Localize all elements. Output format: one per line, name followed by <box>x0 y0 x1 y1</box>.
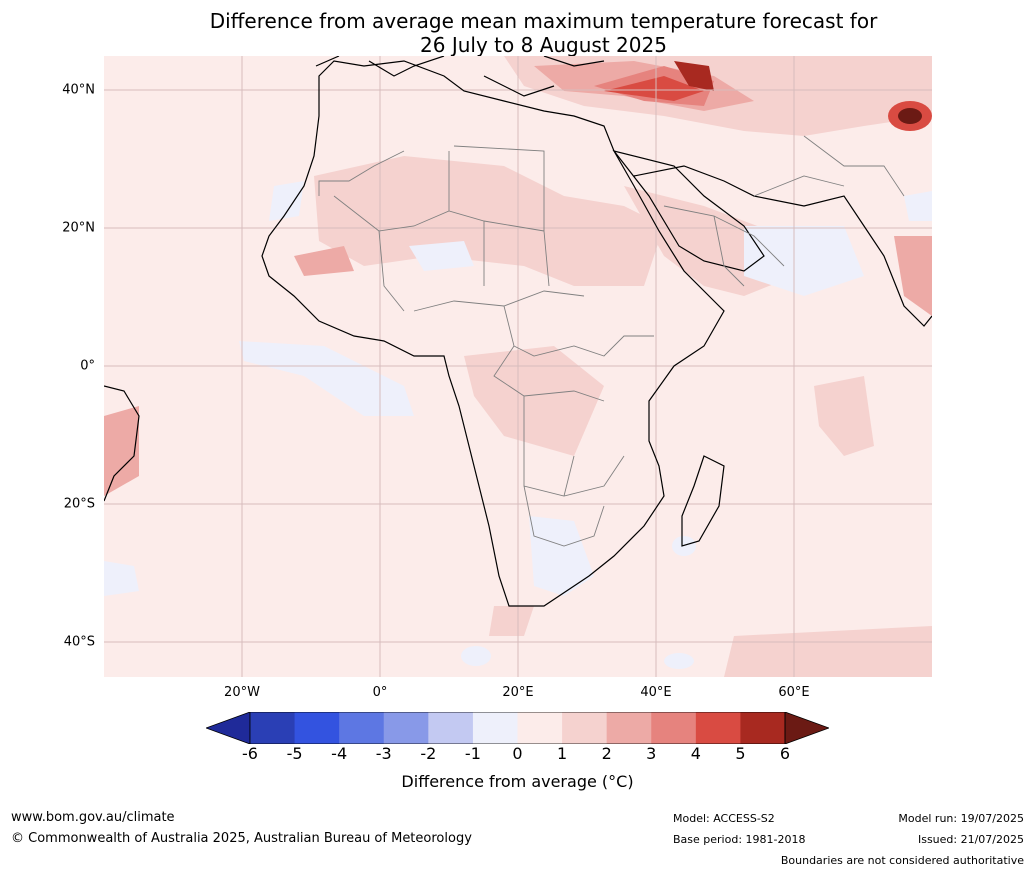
south-africa-cool-region <box>529 516 594 596</box>
footer-url: www.bom.gov.au/climate <box>11 810 175 825</box>
footer-base-period: Base period: 1981-2018 <box>673 833 806 846</box>
sahel-warm-region <box>294 246 354 276</box>
east-africa-warm-region <box>464 346 604 456</box>
europe-coastline <box>315 56 605 97</box>
colorbar-tick-label: 6 <box>779 744 791 763</box>
colorbar-svg <box>204 711 831 745</box>
india-warm-region <box>894 236 932 316</box>
colorbar-segment <box>383 712 429 744</box>
cool-shading <box>104 181 932 669</box>
colorbar-tick-label: -2 <box>420 744 437 763</box>
africa-coastline <box>261 60 725 607</box>
footer-model-run: Model run: 19/07/2025 <box>898 812 1024 825</box>
red-sea-coastline <box>612 149 765 272</box>
colorbar-tick-label: 3 <box>646 744 657 763</box>
temperature-anomaly-map <box>104 56 932 677</box>
colorbar-segment <box>517 712 563 744</box>
lon-label-60e: 60°E <box>778 685 810 700</box>
colorbar-extend-high <box>784 711 831 745</box>
footer-issued: Issued: 21/07/2025 <box>917 833 1024 846</box>
southern-cool-spot <box>461 646 491 666</box>
colorbar-tick-label: -3 <box>375 744 392 763</box>
caspian-hot-region <box>604 76 704 101</box>
colorbar-segment <box>472 712 518 744</box>
footer-copyright: © Commonwealth of Australia 2025, Austra… <box>11 831 472 846</box>
lon-label-20w: 20°W <box>224 685 260 700</box>
colorbar <box>204 711 831 745</box>
lon-label-0: 0° <box>372 685 388 700</box>
colorbar-tick-label: 2 <box>601 744 612 763</box>
caspian-hottest-region <box>674 61 714 91</box>
lat-label-40n: 40°N <box>62 82 95 98</box>
lat-label-0: 0° <box>80 358 95 374</box>
colorbar-segment <box>740 712 786 744</box>
colorbar-segment <box>562 712 608 744</box>
central-asia-hottest-spot <box>898 108 922 124</box>
title-line-1: Difference from average mean maximum tem… <box>209 9 878 33</box>
colorbar-tick-label: 1 <box>556 744 568 763</box>
middle-east-borders <box>663 135 905 287</box>
colorbar-segment <box>339 712 385 744</box>
atlantic-cool-region <box>269 181 304 221</box>
map-svg <box>104 56 932 677</box>
colorbar-segment <box>428 712 474 744</box>
indian-ocean-warm-region <box>814 376 874 456</box>
lon-label-40e: 40°E <box>640 685 672 700</box>
lat-label-20n: 20°N <box>62 220 95 236</box>
south-atlantic-cool-region <box>104 561 139 596</box>
bay-cool-region <box>904 191 932 221</box>
central-africa-borders <box>493 305 654 547</box>
colorbar-extend-low <box>204 711 251 745</box>
south-america-coastline <box>104 385 140 502</box>
colorbar-segment <box>695 712 741 744</box>
south-america-warm-region <box>104 406 139 496</box>
colorbar-tick-label: -4 <box>331 744 348 763</box>
title-line-2: 26 July to 8 August 2025 <box>420 33 667 57</box>
colorbar-segment <box>294 712 340 744</box>
southern-cool-spot-2 <box>664 653 694 669</box>
coastlines <box>104 56 932 607</box>
madagascar-coastline <box>681 455 725 547</box>
colorbar-segment <box>606 712 652 744</box>
colorbar-tick-label: -6 <box>242 744 258 763</box>
colorbar-segment <box>651 712 697 744</box>
colorbar-segment <box>250 712 296 744</box>
footer-model: Model: ACCESS-S2 <box>673 812 775 825</box>
footer-disclaimer: Boundaries are not considered authoritat… <box>780 854 1024 867</box>
graticule <box>104 56 932 677</box>
sahel-cool-region <box>409 241 474 271</box>
asia-coastline <box>633 165 932 327</box>
colorbar-tick-label: -1 <box>464 744 481 763</box>
lat-label-40s: 40°S <box>63 634 95 650</box>
southern-ocean-warm-region <box>724 626 932 677</box>
colorbar-tick-label: 0 <box>512 744 523 763</box>
sahara-warm-region <box>314 156 664 286</box>
colorbar-tick-label: 4 <box>690 744 701 763</box>
colorbar-tick-label: -5 <box>286 744 303 763</box>
map-title: Difference from average mean maximum tem… <box>0 9 1035 57</box>
lat-label-20s: 20°S <box>63 496 95 512</box>
colorbar-label: Difference from average (°C) <box>401 772 634 791</box>
south-atlantic-warm-region <box>489 606 534 636</box>
gulf-of-guinea-cool-region <box>239 341 414 416</box>
lon-label-20e: 20°E <box>502 685 534 700</box>
colorbar-tick-label: 5 <box>735 744 746 763</box>
country-borders <box>318 135 905 547</box>
arabian-sea-cool-region <box>744 226 864 296</box>
